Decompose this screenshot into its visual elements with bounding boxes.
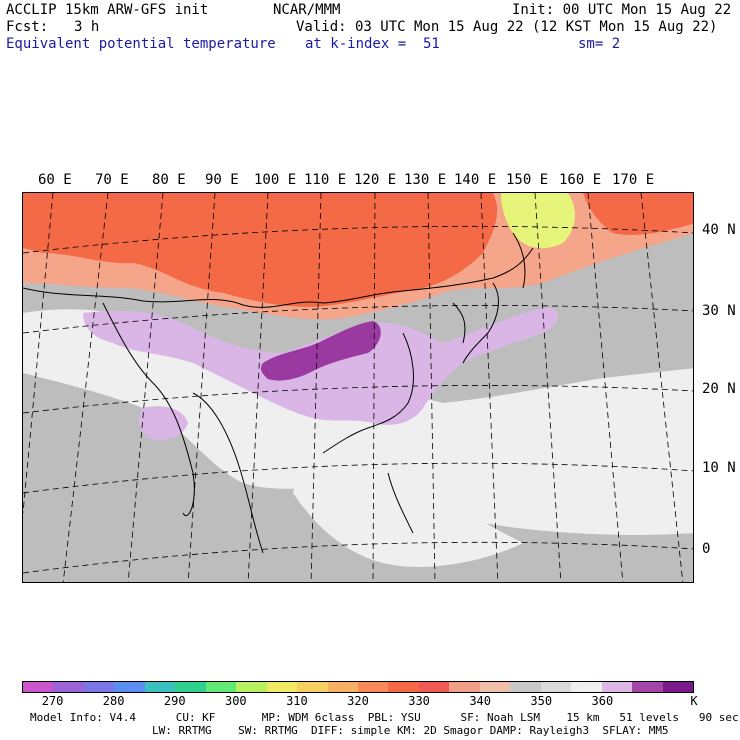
colorbar-tick-label: 300: [224, 694, 247, 708]
colorbar-swatch: [236, 682, 267, 692]
longitude-label: 140 E: [454, 172, 497, 188]
level-label: at k-index = 51: [305, 36, 440, 52]
colorbar-swatch: [571, 682, 602, 692]
colorbar-unit: K: [690, 694, 698, 708]
colorbar-swatch: [23, 682, 54, 692]
colorbar-swatch: [175, 682, 206, 692]
model-info-line1: Model Info: V4.4 CU: KF MP: WDM 6class P…: [30, 711, 739, 724]
theta-e-365k-core: [260, 321, 381, 381]
field-name: Equivalent potential temperature: [6, 36, 276, 52]
coastlines: [23, 232, 534, 554]
longitude-label: 110 E: [304, 172, 347, 188]
longitude-label: 150 E: [506, 172, 549, 188]
model-info-line2: LW: RRTMG SW: RRTMG DIFF: simple KM: 2D …: [152, 724, 669, 737]
theta-e-310k-patch: [501, 193, 575, 249]
map-plot: [23, 193, 693, 582]
theta-e-330k-band: [23, 193, 498, 307]
colorbar-swatch: [449, 682, 480, 692]
longitude-label: 100 E: [254, 172, 297, 188]
latitude-label: 10 N: [702, 460, 736, 476]
colorbar-swatch: [418, 682, 450, 692]
colorbar-swatch: [266, 682, 298, 692]
colorbar-tick-label: 290: [163, 694, 186, 708]
colorbar-swatch: [297, 682, 328, 692]
valid-time: Valid: 03 UTC Mon 15 Aug 22 (12 KST Mon …: [296, 19, 718, 35]
colorbar-swatch: [205, 682, 237, 692]
model-title: ACCLIP 15km ARW-GFS init: [6, 2, 209, 18]
colorbar-swatch: [540, 682, 572, 692]
longitude-label: 120 E: [354, 172, 397, 188]
colorbar-swatch: [144, 682, 176, 692]
colorbar-swatch: [510, 682, 541, 692]
colorbar-swatch: [53, 682, 84, 692]
latitude-label: 40 N: [702, 222, 736, 238]
colorbar-tick-label: 310: [286, 694, 308, 708]
graticule: [23, 193, 693, 582]
theta-e-330k-band-east: [583, 193, 693, 235]
longitude-label: 90 E: [205, 172, 239, 188]
colorbar-tick-label: 350: [530, 694, 553, 708]
theta-e-355k-area-south: [293, 453, 523, 567]
latitude-label: 0: [702, 541, 711, 557]
colorbar-tick-label: 330: [408, 694, 430, 708]
forecast-hour: 3 h: [74, 19, 100, 35]
longitude-label: 70 E: [95, 172, 129, 188]
latitude-label: 20 N: [702, 381, 736, 397]
forecast-label: Fcst:: [6, 19, 49, 35]
longitude-label: 60 E: [38, 172, 72, 188]
colorbar-tick-label: 280: [102, 694, 125, 708]
colorbar-swatch: [479, 682, 511, 692]
latitude-label: 30 N: [702, 303, 736, 319]
colorbar-swatch: [357, 682, 389, 692]
colorbar-tick-label: 340: [469, 694, 492, 708]
longitude-label: 130 E: [404, 172, 447, 188]
colorbar-swatch: [388, 682, 419, 692]
colorbar: [22, 681, 694, 693]
colorbar-tick-label: 320: [347, 694, 369, 708]
map-panel: [22, 192, 694, 583]
colorbar-swatch: [632, 682, 663, 692]
colorbar-tick-label: 270: [41, 694, 64, 708]
colorbar-tick-label: 360: [591, 694, 614, 708]
colorbar-swatch: [83, 682, 115, 692]
smoothing-label: sm= 2: [578, 36, 621, 52]
longitude-label: 80 E: [152, 172, 186, 188]
longitude-label: 160 E: [559, 172, 602, 188]
longitude-label: 170 E: [612, 172, 655, 188]
theta-e-355k-area: [23, 309, 693, 535]
colorbar-swatch: [601, 682, 633, 692]
init-time: Init: 00 UTC Mon 15 Aug 22: [512, 2, 732, 18]
theta-e-360k-area-west: [138, 406, 188, 440]
colorbar-swatch: [662, 682, 693, 692]
colorbar-swatch: [114, 682, 145, 692]
colorbar-swatch: [327, 682, 358, 692]
org-label: NCAR/MMM: [273, 2, 341, 18]
